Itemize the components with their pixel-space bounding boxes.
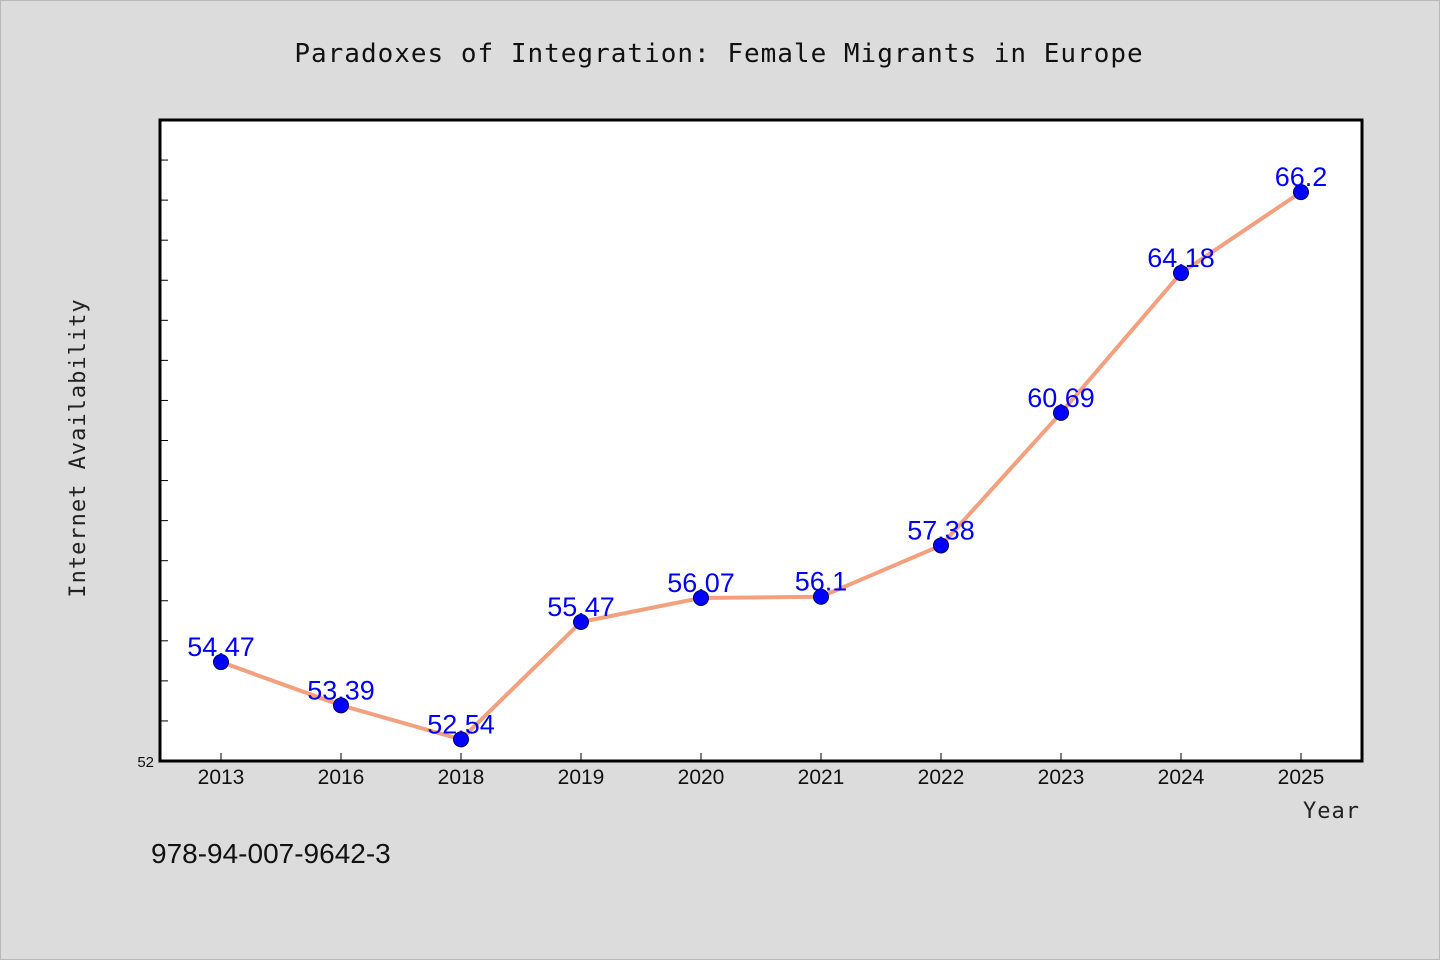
series-line: [220, 190, 1303, 742]
y-tick-label: 52: [137, 754, 154, 771]
data-labels: 54.47 53.39 52.54 55.47 56.07 56.1 57.38 60.69 6…: [187, 162, 1327, 739]
x-tick-label: 2016: [318, 766, 365, 789]
data-label: 66.2: [1275, 162, 1328, 192]
x-axis-ticks: 2013 2016 2018 2019 2020 2021 2022 2023 2024 2025: [198, 753, 1325, 789]
x-tick-label: 2019: [558, 766, 605, 789]
data-label: 64.18: [1147, 243, 1215, 273]
x-tick-label: 2020: [678, 766, 725, 789]
x-tick-label: 2025: [1278, 766, 1325, 789]
data-point: [573, 613, 589, 630]
series-group: [213, 184, 1309, 748]
data-label: 54.47: [187, 632, 255, 662]
data-point: [1173, 265, 1189, 282]
x-tick-label: 2022: [918, 766, 965, 789]
footer-isbn: 978-94-007-9642-3: [151, 838, 391, 869]
data-point: [813, 588, 829, 605]
data-point: [1293, 184, 1309, 201]
data-point: [213, 654, 229, 671]
data-label: 53.39: [307, 675, 375, 705]
x-axis-label: Year: [1303, 799, 1360, 824]
data-point: [333, 697, 349, 714]
plot-area: [158, 118, 1364, 763]
y-axis-ticks: 52: [137, 159, 168, 771]
data-label: 56.07: [667, 568, 735, 598]
data-label: 60.69: [1027, 383, 1095, 413]
data-label: 56.1: [795, 567, 848, 597]
data-point: [693, 589, 709, 606]
x-tick-label: 2023: [1038, 766, 1085, 789]
x-tick-label: 2024: [1158, 766, 1205, 789]
y-axis-label: Internet Availability: [66, 298, 91, 597]
chart-title: Paradoxes of Integration: Female Migrant…: [294, 39, 1143, 69]
x-tick-label: 2021: [798, 766, 845, 789]
x-tick-label: 2018: [438, 766, 485, 789]
data-point: [1053, 404, 1069, 421]
data-point: [933, 537, 949, 554]
data-point: [453, 731, 469, 748]
x-tick-label: 2013: [198, 766, 245, 789]
data-label: 57.38: [907, 515, 975, 545]
data-label: 52.54: [427, 709, 495, 739]
data-label: 55.47: [547, 592, 615, 622]
